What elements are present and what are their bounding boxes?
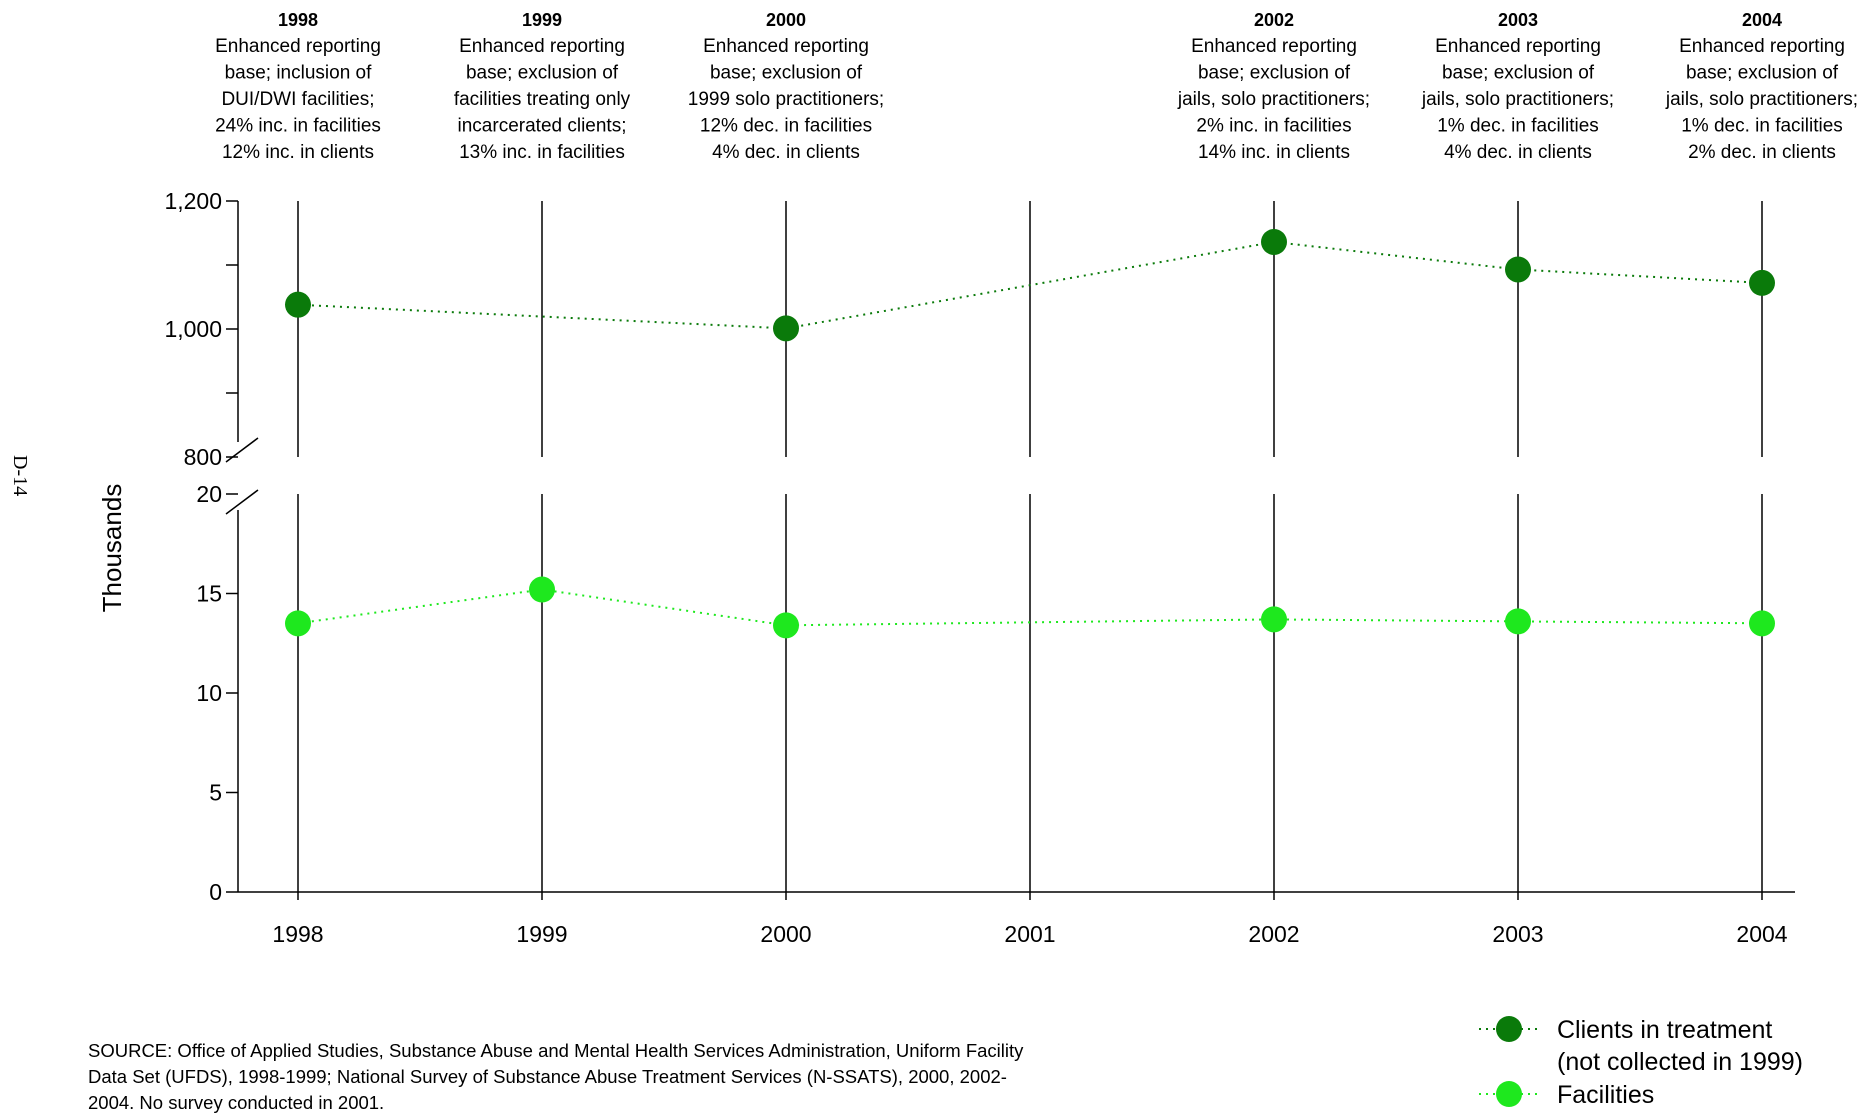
annotation-line-2000-3: 12% dec. in facilities xyxy=(700,116,872,137)
point-0-1998 xyxy=(285,291,311,318)
annotation-line-2003-0: Enhanced reporting xyxy=(1435,36,1601,57)
point-1-1999 xyxy=(529,576,555,603)
annotation-line-1999-4: 13% inc. in facilities xyxy=(459,142,625,163)
annotation-line-1999-0: Enhanced reporting xyxy=(459,36,625,57)
point-1-2002 xyxy=(1261,606,1287,633)
point-0-2003 xyxy=(1505,256,1531,283)
annotation-line-2004-4: 2% dec. in clients xyxy=(1688,142,1836,163)
annotation-line-2002-1: base; exclusion of xyxy=(1198,63,1351,84)
x-tick-label-2004: 2004 xyxy=(1736,921,1787,947)
annotation-line-2002-2: jails, solo practitioners; xyxy=(1177,89,1370,110)
legend-marker-0 xyxy=(1496,1016,1522,1042)
annotation-line-2004-0: Enhanced reporting xyxy=(1679,36,1845,57)
y-tick-label-upper-800: 800 xyxy=(184,444,222,470)
annotation-year-2004: 2004 xyxy=(1742,10,1782,30)
series-line-1 xyxy=(297,588,1763,627)
annotation-line-2004-1: base; exclusion of xyxy=(1686,63,1839,84)
annotation-line-2000-2: 1999 solo practitioners; xyxy=(688,89,884,110)
annotation-line-2002-0: Enhanced reporting xyxy=(1191,36,1357,57)
axis-break-lower xyxy=(225,489,259,515)
annotation-line-1999-3: incarcerated clients; xyxy=(458,116,627,137)
page-number: D-14 xyxy=(9,455,31,496)
annotation-year-2002: 2002 xyxy=(1254,10,1294,30)
annotation-line-2004-3: 1% dec. in facilities xyxy=(1681,116,1843,137)
year-lines xyxy=(297,201,1763,892)
point-1-1998 xyxy=(285,610,311,637)
point-0-2000 xyxy=(773,315,799,342)
y-tick-label-lower-15: 15 xyxy=(196,581,222,607)
annotation-line-1998-3: 24% inc. in facilities xyxy=(215,116,381,137)
x-tick-label-1998: 1998 xyxy=(272,921,323,947)
series xyxy=(285,228,1775,639)
annotations: 1998 Enhanced reporting base; inclusion of… xyxy=(215,10,1858,163)
x-tick-label-2002: 2002 xyxy=(1248,921,1299,947)
annotation-year-1998: 1998 xyxy=(278,10,318,30)
annotation-year-2000: 2000 xyxy=(766,10,806,30)
point-1-2003 xyxy=(1505,608,1531,635)
annotation-year-1999: 1999 xyxy=(522,10,562,30)
annotation-line-2003-1: base; exclusion of xyxy=(1442,63,1595,84)
source-note: SOURCE: Office of Applied Studies, Subst… xyxy=(88,1040,1024,1113)
x-tick-label-1999: 1999 xyxy=(516,921,567,947)
annotation-line-1999-2: facilities treating only xyxy=(454,89,631,110)
axis-break-upper xyxy=(225,437,259,463)
annotation-line-2003-3: 1% dec. in facilities xyxy=(1437,116,1599,137)
annotation-line-1998-0: Enhanced reporting xyxy=(215,36,381,57)
y-tick-label-upper-1200: 1,200 xyxy=(164,188,222,214)
legend: Clients in treatment (not collected in 19… xyxy=(1479,1016,1803,1109)
annotation-line-2000-0: Enhanced reporting xyxy=(703,36,869,57)
y-axis-title: Thousands xyxy=(97,484,127,613)
x-tick-label-2000: 2000 xyxy=(760,921,811,947)
point-1-2000 xyxy=(773,612,799,639)
axes: 800 1,000 1,200 0 5 10 15 20 1998 1999 2000 2001 200… xyxy=(164,188,1795,947)
point-0-2004 xyxy=(1749,269,1775,296)
annotation-line-2000-1: base; exclusion of xyxy=(710,63,863,84)
y-tick-label-lower-0: 0 xyxy=(209,879,222,905)
y-tick-label-upper-1000: 1,000 xyxy=(164,316,222,342)
annotation-line-1998-2: DUI/DWI facilities; xyxy=(221,89,374,110)
legend-label-1: Facilities xyxy=(1557,1081,1654,1109)
y-tick-label-lower-10: 10 xyxy=(196,680,222,706)
legend-label-0-line2: (not collected in 1999) xyxy=(1557,1048,1803,1076)
annotation-line-1999-1: base; exclusion of xyxy=(466,63,619,84)
annotation-line-2002-3: 2% inc. in facilities xyxy=(1196,116,1351,137)
legend-label-0: Clients in treatment xyxy=(1557,1016,1772,1044)
y-tick-label-lower-5: 5 xyxy=(209,780,222,806)
x-tick-label-2001: 2001 xyxy=(1004,921,1055,947)
annotation-line-2003-2: jails, solo practitioners; xyxy=(1421,89,1614,110)
legend-marker-1 xyxy=(1496,1081,1522,1107)
point-0-2002 xyxy=(1261,228,1287,255)
annotation-line-2000-4: 4% dec. in clients xyxy=(712,142,860,163)
point-1-2004 xyxy=(1749,610,1775,637)
x-tick-label-2003: 2003 xyxy=(1492,921,1543,947)
annotation-line-2004-2: jails, solo practitioners; xyxy=(1665,89,1858,110)
annotation-line-2002-4: 14% inc. in clients xyxy=(1198,142,1350,163)
annotation-line-2003-4: 4% dec. in clients xyxy=(1444,142,1592,163)
annotation-year-2003: 2003 xyxy=(1498,10,1538,30)
annotation-line-1998-1: base; inclusion of xyxy=(225,63,373,84)
y-tick-label-lower-20: 20 xyxy=(196,481,222,507)
annotation-line-1998-4: 12% inc. in clients xyxy=(222,142,374,163)
